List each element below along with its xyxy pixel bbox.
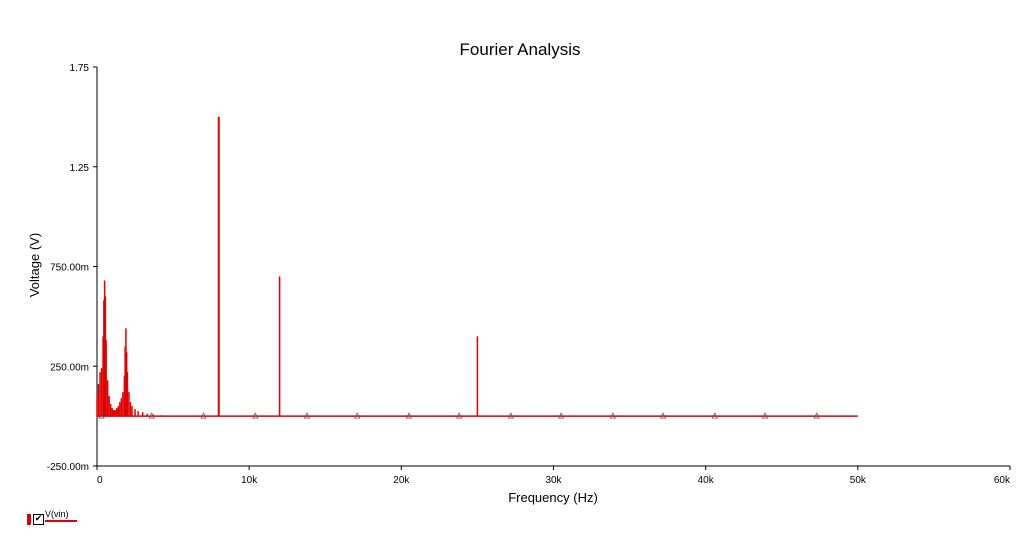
x-tick-label: 50k: [850, 475, 867, 486]
series-marker: [761, 412, 769, 419]
series-marker: [711, 412, 718, 419]
y-tick-label: 1.25: [70, 163, 90, 174]
legend-line-swatch: [45, 520, 77, 522]
series-marker: [252, 412, 259, 419]
series-marker: [557, 412, 565, 419]
y-ticks: -250.00m 250.00m 750.00m 1.25 1.75: [47, 63, 97, 473]
y-axis-label: Voltage (V): [27, 233, 42, 297]
series-marker: [98, 412, 105, 419]
y-tick-label: 750.00m: [50, 263, 89, 274]
x-axis-label: Frequency (Hz): [508, 490, 598, 505]
legend-checkbox[interactable]: ✔: [33, 514, 44, 525]
series-marker: [609, 412, 616, 419]
x-tick-label: 10k: [241, 475, 258, 486]
series-marker: [456, 412, 463, 419]
legend-label: V(vin): [45, 509, 69, 519]
x-tick-label: 60k: [994, 475, 1011, 486]
series-marker: [405, 412, 413, 419]
series-marker: [659, 412, 667, 419]
series-marker: [303, 412, 311, 419]
series-marker: [148, 412, 155, 419]
y-tick-label: 1.75: [70, 63, 90, 74]
series-marker: [200, 412, 207, 419]
chart-title: Fourier Analysis: [460, 40, 581, 59]
series-marker: [813, 412, 820, 419]
x-ticks: 0 10k 20k 30k 40k 50k 60k: [96, 466, 1011, 486]
y-tick-label: 250.00m: [50, 362, 89, 373]
y-tick-label: -250.00m: [47, 462, 89, 473]
legend-marker: [27, 514, 31, 525]
legend[interactable]: ✔ V(vin): [27, 508, 87, 530]
series-marker: [354, 412, 361, 419]
x-tick-label: 20k: [393, 475, 410, 486]
series-marker: [507, 412, 515, 419]
x-tick-label: 30k: [545, 475, 562, 486]
x-tick-label: 40k: [698, 475, 715, 486]
x-tick-label: 0: [97, 475, 103, 486]
series-layer: [96, 116, 858, 419]
